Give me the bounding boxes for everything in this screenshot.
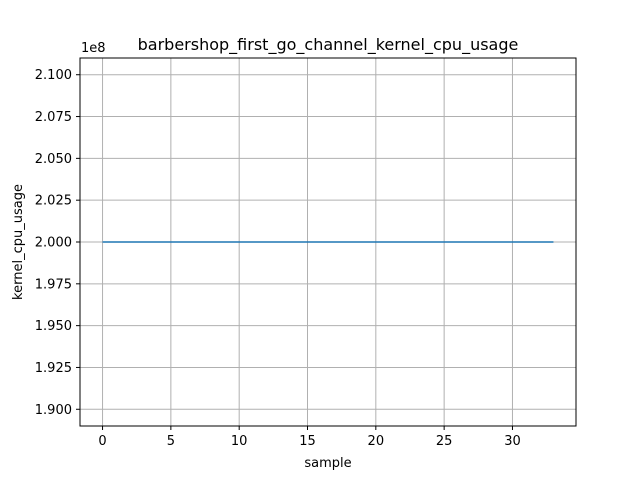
y-tick-label: 2.000 (35, 236, 72, 251)
y-axis-offset-label: 1e8 (81, 41, 106, 56)
y-tick-label: 1.975 (35, 277, 72, 292)
x-tick-label: 5 (167, 434, 175, 449)
y-tick-label: 1.925 (35, 361, 72, 376)
x-axis-label: sample (304, 456, 351, 471)
x-tick-label: 15 (299, 434, 316, 449)
x-tick-label: 10 (231, 434, 248, 449)
x-tick-label: 25 (436, 434, 453, 449)
y-tick-label: 1.900 (35, 403, 72, 418)
y-tick-label: 2.050 (35, 152, 72, 167)
y-tick-label: 2.075 (35, 110, 72, 125)
y-axis-label: kernel_cpu_usage (11, 184, 26, 300)
x-tick-label: 0 (98, 434, 106, 449)
x-tick-label: 30 (504, 434, 521, 449)
y-tick-label: 2.025 (35, 194, 72, 209)
x-tick-label: 20 (368, 434, 385, 449)
y-tick-label: 1.950 (35, 319, 72, 334)
axis-ticks: 0 5 10 15 20 25 30 1.900 1.925 1.950 1.975 2.000 2.0… (35, 68, 521, 449)
y-tick-label: 2.100 (35, 68, 72, 83)
chart-title: barbershop_first_go_channel_kernel_cpu_u… (138, 35, 519, 55)
